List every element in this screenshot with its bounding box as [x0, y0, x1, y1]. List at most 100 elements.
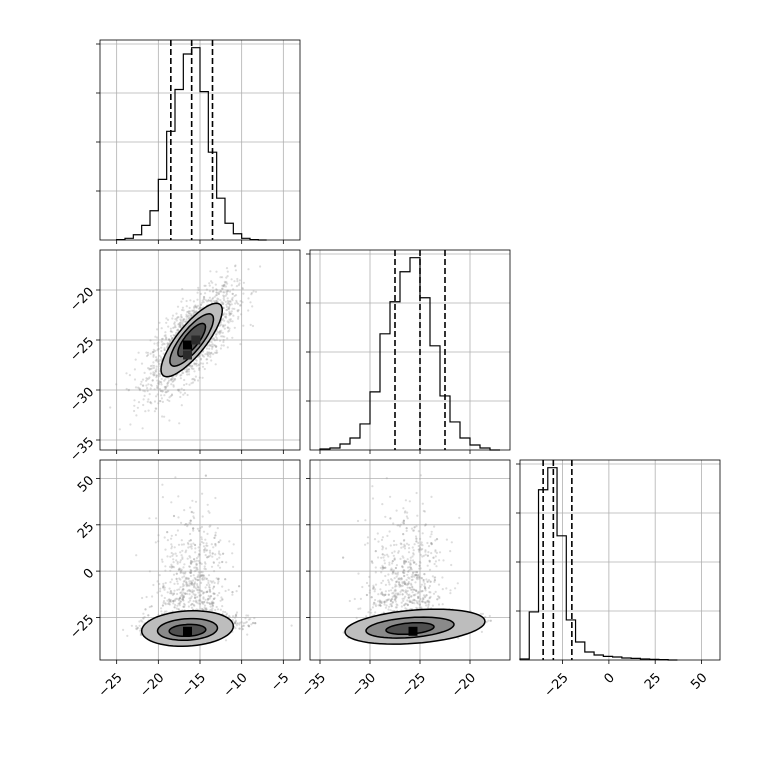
sample-point-1 [168, 565, 172, 568]
sample-point-1 [170, 534, 173, 537]
sample-point-2 [445, 587, 448, 590]
sample-point-1 [212, 587, 215, 590]
sample-point-1 [197, 559, 200, 563]
sample-point-2 [412, 588, 415, 591]
sample-point-0 [191, 367, 194, 370]
sample-point-2 [415, 563, 418, 566]
sample-point-2 [412, 559, 415, 562]
sample-point-0 [193, 362, 197, 365]
sample-point-1 [207, 579, 210, 582]
sample-point-1 [136, 626, 139, 629]
sample-point-1 [147, 614, 150, 617]
sample-point-1 [192, 579, 195, 582]
sample-point-2 [411, 591, 414, 594]
sample-point-2 [414, 581, 417, 584]
sample-point-0 [218, 330, 221, 333]
sample-point-2 [414, 573, 417, 576]
sample-point-1 [190, 510, 193, 513]
sample-point-2 [416, 602, 419, 605]
sample-point-1 [192, 584, 195, 587]
sample-point-1 [168, 603, 171, 606]
sample-point-1 [190, 582, 193, 585]
sample-point-1 [181, 576, 184, 579]
sample-point-2 [418, 577, 421, 580]
sample-point-2 [368, 575, 371, 578]
sample-point-0 [195, 362, 198, 365]
sample-point-0 [235, 285, 238, 288]
sample-point-1 [216, 527, 219, 530]
sample-point-1 [181, 598, 184, 601]
sample-point-2 [421, 502, 424, 505]
sample-point-1 [200, 574, 203, 577]
sample-point-0 [157, 360, 161, 363]
sample-point-1 [197, 575, 200, 578]
sample-point-2 [403, 597, 406, 600]
sample-point-0 [192, 367, 195, 370]
sample-point-1 [204, 568, 207, 571]
sample-point-1 [156, 580, 159, 583]
sample-point-1 [232, 543, 235, 546]
sample-point-0 [168, 396, 171, 399]
sample-point-0 [181, 321, 184, 324]
sample-point-1 [177, 608, 180, 611]
sample-point-2 [381, 536, 384, 539]
sample-point-0 [149, 339, 152, 342]
sample-point-2 [419, 585, 422, 588]
sample-point-1 [194, 500, 198, 503]
sample-point-0 [196, 291, 199, 294]
sample-point-1 [184, 592, 187, 595]
sample-point-1 [169, 555, 172, 558]
sample-point-2 [413, 594, 416, 597]
sample-point-1 [160, 594, 163, 597]
sample-point-0 [171, 317, 174, 320]
sample-point-1 [196, 568, 199, 571]
sample-point-2 [403, 544, 407, 548]
sample-point-0 [155, 395, 158, 398]
sample-point-2 [411, 546, 414, 549]
sample-point-2 [422, 598, 425, 601]
sample-point-1 [217, 564, 220, 567]
sample-point-0 [226, 270, 229, 273]
sample-point-0 [219, 299, 222, 302]
sample-point-1 [160, 610, 163, 613]
sample-point-1 [197, 529, 201, 532]
sample-point-2 [435, 565, 438, 568]
sample-point-0 [167, 343, 171, 346]
sample-point-1 [163, 536, 166, 539]
sample-point-2 [417, 544, 420, 548]
sample-point-1 [214, 542, 217, 546]
sample-point-1 [200, 581, 203, 584]
sample-point-0 [149, 367, 152, 371]
sample-point-2 [430, 495, 433, 498]
sample-point-1 [164, 569, 167, 572]
sample-point-0 [242, 281, 245, 284]
sample-point-1 [176, 588, 179, 591]
sample-point-2 [425, 594, 428, 597]
sample-point-0 [163, 385, 166, 389]
sample-point-2 [404, 602, 407, 605]
sample-point-0 [188, 368, 191, 371]
sample-point-0 [180, 374, 183, 377]
sample-point-0 [192, 381, 195, 384]
sample-point-0 [188, 316, 191, 319]
sample-point-1 [189, 522, 192, 525]
sample-point-1 [206, 549, 209, 552]
sample-point-0 [215, 270, 218, 273]
sample-point-0 [168, 338, 171, 341]
sample-point-2 [416, 592, 419, 595]
sample-point-0 [190, 314, 193, 317]
sample-point-1 [178, 604, 181, 607]
sample-point-0 [152, 371, 155, 374]
sample-point-1 [200, 562, 203, 565]
sample-point-0 [206, 344, 209, 347]
sample-point-0 [140, 380, 143, 383]
sample-point-1 [204, 586, 207, 589]
sample-point-2 [424, 586, 427, 589]
sample-point-1 [194, 547, 197, 550]
sample-point-1 [150, 605, 153, 608]
sample-point-1 [238, 627, 241, 630]
sample-point-1 [212, 561, 215, 564]
sample-point-2 [390, 578, 393, 581]
sample-point-1 [212, 602, 215, 605]
